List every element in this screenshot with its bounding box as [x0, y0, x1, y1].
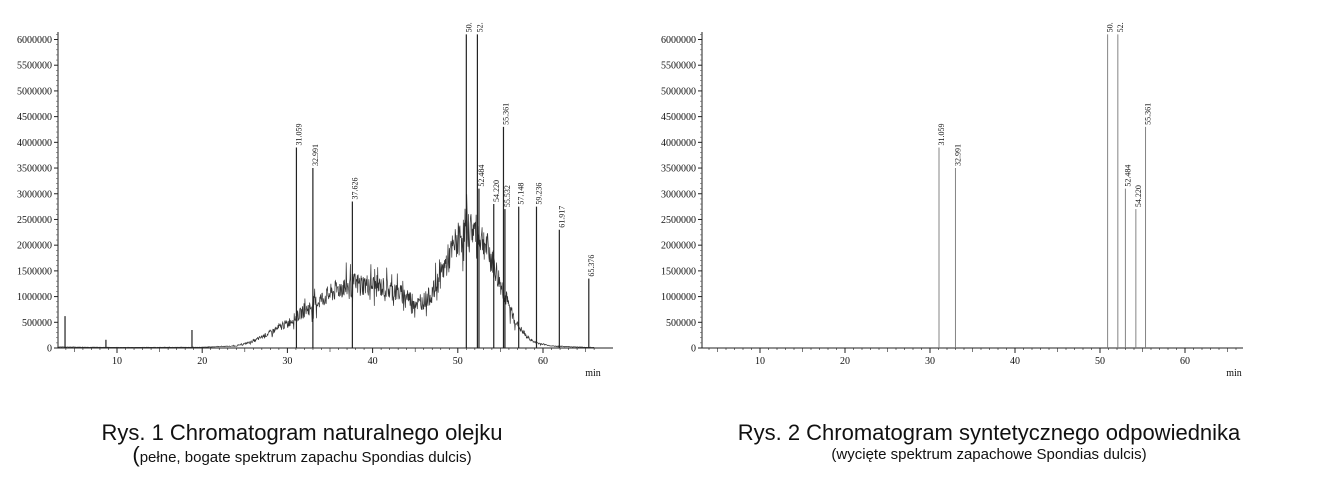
caption-1-subtitle: (pełne, bogate spektrum zapachu Spondias…: [22, 444, 582, 467]
x-tick-label: 50: [453, 356, 463, 367]
y-tick-label: 3500000: [17, 164, 52, 175]
y-tick-label: 3000000: [17, 189, 52, 200]
peak-label: 54.220: [492, 180, 501, 202]
peak-label: 59.236: [534, 183, 543, 205]
peak-label: 50.: [464, 22, 473, 32]
x-axis-label: min: [585, 368, 601, 379]
y-tick-label: 1000000: [661, 292, 696, 303]
y-tick-label: 1500000: [17, 266, 52, 277]
x-tick-label: 30: [925, 356, 935, 367]
x-tick-label: 10: [112, 356, 122, 367]
y-tick-label: 2000000: [661, 241, 696, 252]
y-tick-label: 500000: [666, 318, 696, 329]
x-tick-label: 10: [755, 356, 765, 367]
peak-label: 61.917: [557, 206, 566, 228]
peak-label: 65.376: [587, 255, 596, 277]
peak-label: 55.532: [503, 185, 512, 207]
caption-2-subtitle: (wycięte spektrum zapachowe Spondias dul…: [831, 446, 1147, 463]
y-tick-label: 0: [691, 344, 696, 355]
y-tick-label: 3500000: [661, 164, 696, 175]
peak-label: 31.059: [937, 123, 946, 145]
caption-1-open-paren: (: [132, 442, 140, 467]
y-tick-label: 6000000: [661, 35, 696, 46]
y-tick-label: 500000: [22, 318, 52, 329]
caption-figure-1: Rys. 1 Chromatogram naturalnego olejku (…: [22, 420, 582, 467]
y-tick-label: 6000000: [17, 35, 52, 46]
y-tick-label: 5500000: [661, 61, 696, 72]
x-tick-label: 40: [1010, 356, 1020, 367]
peak-label: 32.991: [953, 144, 962, 166]
y-tick-label: 5000000: [17, 86, 52, 97]
x-tick-label: 50: [1095, 356, 1105, 367]
y-tick-label: 4000000: [661, 138, 696, 149]
peak-label: 55.361: [1144, 103, 1153, 125]
caption-1-title: Rys. 1 Chromatogram naturalnego olejku: [101, 420, 503, 445]
y-tick-label: 0: [47, 344, 52, 355]
peak-label: 32.991: [311, 144, 320, 166]
x-tick-label: 60: [538, 356, 548, 367]
peak-label: 31.059: [294, 123, 303, 145]
caption-2-title: Rys. 2 Chromatogram syntetycznego odpowi…: [737, 420, 1241, 445]
y-tick-label: 5000000: [661, 86, 696, 97]
x-axis-label: min: [1226, 368, 1242, 379]
peak-label: 52.484: [1123, 165, 1132, 187]
y-tick-label: 4000000: [17, 138, 52, 149]
x-tick-label: 60: [1180, 356, 1190, 367]
y-tick-label: 2500000: [661, 215, 696, 226]
peak-label: 52.: [1116, 22, 1125, 32]
y-tick-label: 5500000: [17, 61, 52, 72]
peak-label: 55.361: [501, 103, 510, 125]
chart-natural-oil: 0 500000 1000000 1500000 2000000 2500000 30000…: [17, 22, 613, 379]
peak-label: 52.: [475, 22, 484, 32]
y-tick-label: 1500000: [661, 266, 696, 277]
y-tick-label: 1000000: [17, 292, 52, 303]
x-tick-label: 40: [368, 356, 378, 367]
caption-1-subtitle-text: pełne, bogate spektrum zapachu Spondias …: [139, 449, 472, 466]
y-tick-label: 2000000: [17, 241, 52, 252]
chromatogram-trace: [57, 194, 595, 348]
y-tick-label: 4500000: [661, 112, 696, 123]
x-tick-label: 20: [197, 356, 207, 367]
y-tick-label: 2500000: [17, 215, 52, 226]
x-tick-label: 20: [840, 356, 850, 367]
caption-figure-2: Rys. 2 Chromatogram syntetycznego odpowi…: [709, 420, 1269, 464]
peak-label: 37.626: [350, 177, 359, 199]
peak-label: 52.484: [477, 165, 486, 187]
y-tick-label: 3000000: [661, 189, 696, 200]
peak-label: 54.220: [1134, 185, 1143, 207]
chart-synthetic-equivalent: 0 500000 1000000 1500000 2000000 2500000 30000…: [661, 22, 1243, 379]
x-tick-label: 30: [282, 356, 292, 367]
y-tick-label: 4500000: [17, 112, 52, 123]
peak-label: 50.: [1106, 22, 1115, 32]
peak-label: 57.148: [517, 183, 526, 205]
